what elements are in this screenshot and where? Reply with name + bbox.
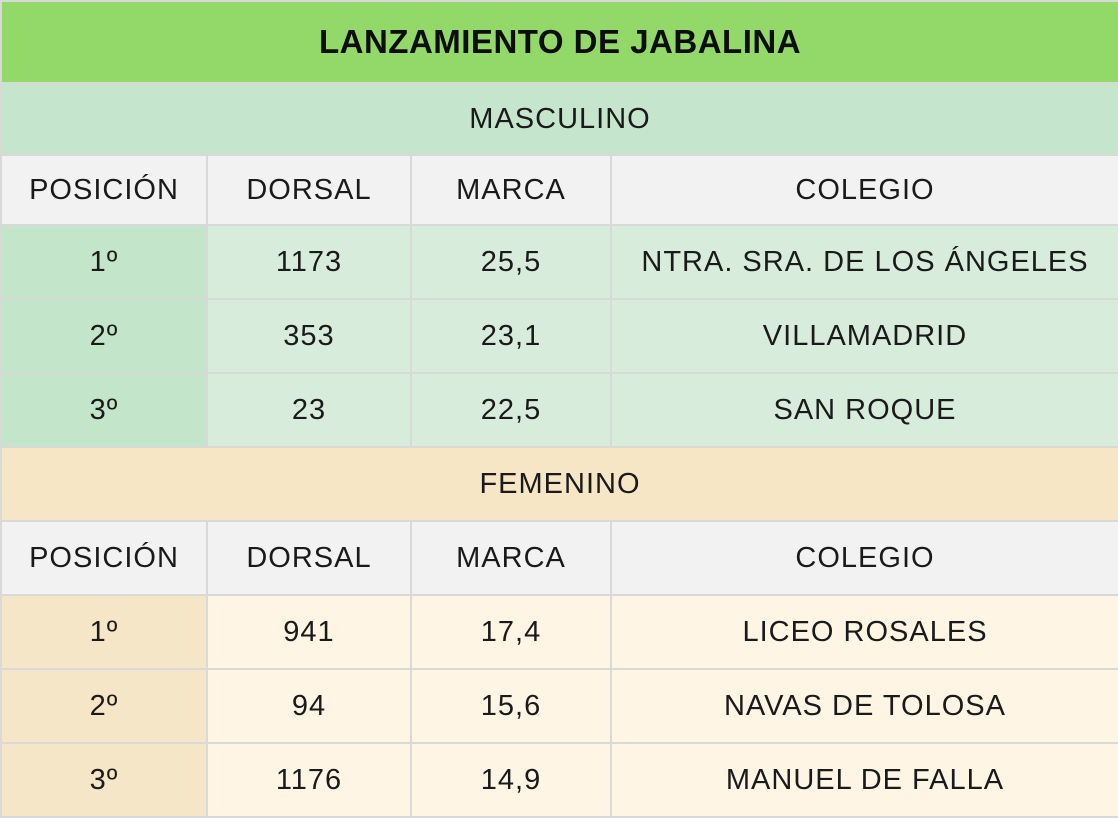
section-femenino-row: FEMENINO: [0, 446, 1118, 522]
cell-colegio: LICEO ROSALES: [610, 594, 1118, 670]
section-title-masculino: MASCULINO: [0, 82, 1118, 156]
cell-dorsal: 353: [206, 298, 412, 374]
column-header-row: POSICIÓN DORSAL MARCA COLEGIO: [0, 520, 1118, 596]
column-header-colegio: COLEGIO: [610, 520, 1118, 596]
table-row: 1º 1173 25,5 NTRA. SRA. DE LOS ÁNGELES: [0, 224, 1118, 300]
cell-marca: 17,4: [410, 594, 612, 670]
cell-posicion: 2º: [0, 298, 208, 374]
cell-posicion: 1º: [0, 594, 208, 670]
column-header-row: POSICIÓN DORSAL MARCA COLEGIO: [0, 154, 1118, 226]
cell-posicion: 2º: [0, 668, 208, 744]
table-row: 3º 1176 14,9 MANUEL DE FALLA: [0, 742, 1118, 818]
cell-colegio: NAVAS DE TOLOSA: [610, 668, 1118, 744]
table-row: 2º 353 23,1 VILLAMADRID: [0, 298, 1118, 374]
cell-marca: 15,6: [410, 668, 612, 744]
table-title: LANZAMIENTO DE JABALINA: [0, 0, 1118, 84]
cell-marca: 23,1: [410, 298, 612, 374]
column-header-posicion: POSICIÓN: [0, 520, 208, 596]
table-row: 1º 941 17,4 LICEO ROSALES: [0, 594, 1118, 670]
section-title-femenino: FEMENINO: [0, 446, 1118, 522]
table-row: 3º 23 22,5 SAN ROQUE: [0, 372, 1118, 448]
cell-dorsal: 1173: [206, 224, 412, 300]
cell-posicion: 3º: [0, 372, 208, 448]
cell-dorsal: 94: [206, 668, 412, 744]
column-header-colegio: COLEGIO: [610, 154, 1118, 226]
cell-dorsal: 1176: [206, 742, 412, 818]
column-header-dorsal: DORSAL: [206, 154, 412, 226]
cell-colegio: VILLAMADRID: [610, 298, 1118, 374]
cell-colegio: SAN ROQUE: [610, 372, 1118, 448]
column-header-dorsal: DORSAL: [206, 520, 412, 596]
column-header-posicion: POSICIÓN: [0, 154, 208, 226]
section-masculino-row: MASCULINO: [0, 82, 1118, 156]
cell-marca: 14,9: [410, 742, 612, 818]
column-header-marca: MARCA: [410, 154, 612, 226]
table-row: 2º 94 15,6 NAVAS DE TOLOSA: [0, 668, 1118, 744]
cell-marca: 25,5: [410, 224, 612, 300]
column-header-marca: MARCA: [410, 520, 612, 596]
cell-dorsal: 941: [206, 594, 412, 670]
cell-dorsal: 23: [206, 372, 412, 448]
cell-colegio: NTRA. SRA. DE LOS ÁNGELES: [610, 224, 1118, 300]
cell-posicion: 3º: [0, 742, 208, 818]
cell-marca: 22,5: [410, 372, 612, 448]
cell-posicion: 1º: [0, 224, 208, 300]
title-row: LANZAMIENTO DE JABALINA: [0, 0, 1118, 84]
cell-colegio: MANUEL DE FALLA: [610, 742, 1118, 818]
